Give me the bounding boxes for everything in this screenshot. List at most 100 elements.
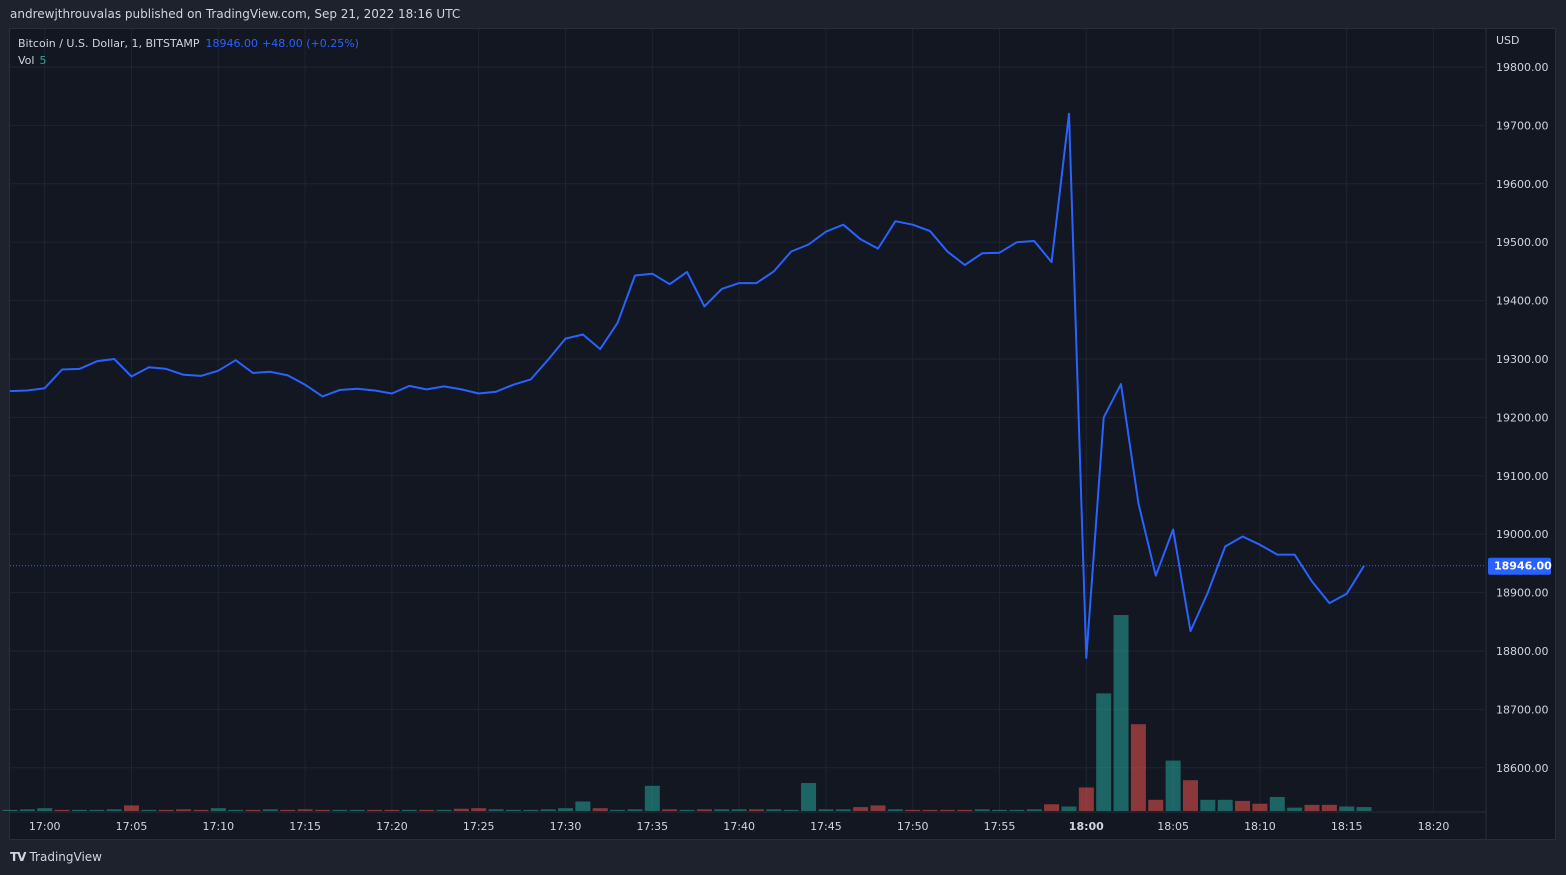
volume-bar [714,809,730,811]
volume-label[interactable]: Vol [18,54,35,67]
volume-bar [1235,800,1251,811]
tradingview-logo-icon: TV [10,850,27,864]
volume-bar [766,809,782,811]
time-tick-label: 17:45 [810,820,842,833]
last-price-tag: 18946.00 [1488,557,1552,575]
time-tick-label: 17:10 [202,820,234,833]
volume-bar [436,809,452,811]
volume-bar [54,809,70,811]
volume-bar [89,809,105,811]
volume-bar [523,809,539,811]
price-tick-label: 18600.00 [1496,762,1549,775]
volume-bar [1009,809,1025,811]
time-tick-label: 18:20 [1418,820,1450,833]
time-tick-label: 17:55 [984,820,1016,833]
volume-bar [245,809,261,811]
volume-bar [367,809,383,811]
grid-lines [10,29,1487,840]
volume-bar [314,809,330,811]
volume-bar [540,809,556,811]
volume-bar [505,809,521,811]
volume-bar [349,809,365,811]
currency-label[interactable]: USD [1496,34,1520,47]
volume-row[interactable]: Vol 5 [18,52,359,69]
price-tick-label: 18900.00 [1496,587,1549,600]
time-tick-label: 17:20 [376,820,408,833]
volume-bar [748,809,764,811]
volume-bar [870,805,886,811]
price-tick-label: 19300.00 [1496,353,1549,366]
footer-bar [0,841,1566,875]
volume-bar [662,809,678,811]
time-tick-label: 17:25 [463,820,495,833]
volume-bar [1200,799,1216,811]
volume-bar [1217,799,1233,811]
volume-bar [71,809,87,811]
volume-bar [974,809,990,811]
price-line [9,112,1365,659]
price-tick-label: 19400.00 [1496,295,1549,308]
time-tick-label: 17:05 [116,820,148,833]
price-tick-label: 18700.00 [1496,703,1549,716]
time-tick-label: 17:00 [29,820,61,833]
volume-bar [853,807,869,811]
volume-bar [696,809,712,811]
volume-bar [37,808,53,811]
volume-bar [332,809,348,811]
time-tick-label: 17:40 [723,820,755,833]
symbol-row[interactable]: Bitcoin / U.S. Dollar, 1, BITSTAMP 18946.… [18,35,359,52]
volume-bar [679,809,695,811]
volume-bar [1113,615,1129,811]
volume-bar [939,809,955,811]
volume-bar [262,809,278,811]
price-axis[interactable]: 19800.00 19700.00 19600.00 19500.00 19400.00… [1496,61,1549,775]
volume-bar [384,809,400,811]
volume-bar [575,801,591,811]
volume-bar [297,809,313,811]
symbol-name[interactable]: Bitcoin / U.S. Dollar, 1, BITSTAMP [18,37,200,50]
last-price-tag-label: 18946.00 [1494,560,1552,573]
volume-bar [1165,760,1181,811]
volume-bar [2,809,18,811]
publish-info: andrewjthrouvalas published on TradingVi… [10,7,461,21]
volume-bar [992,809,1008,811]
volume-bar [19,809,35,811]
price-tick-label: 19700.00 [1496,119,1549,132]
volume-bar [1148,799,1164,811]
price-change: +48.00 (+0.25%) [262,37,359,50]
time-tick-label: 17:50 [897,820,929,833]
tradingview-brand[interactable]: TV TradingView [10,850,102,864]
price-tick-label: 19100.00 [1496,470,1549,483]
chart-pane[interactable] [9,28,1556,840]
volume-bar [905,809,921,811]
volume-bars [2,615,1372,811]
volume-bar [1078,787,1094,811]
volume-bar [488,809,504,811]
volume-bar [228,809,244,811]
volume-bar [1182,780,1198,811]
volume-bar [1356,807,1372,811]
time-tick-label: 18:05 [1157,820,1189,833]
volume-bar [1061,806,1077,811]
price-tick-label: 19000.00 [1496,528,1549,541]
volume-bar [610,809,626,811]
volume-bar [1304,804,1320,811]
volume-bar [731,809,747,811]
volume-bar [176,809,192,811]
publish-bar: andrewjthrouvalas published on TradingVi… [0,0,1566,28]
time-tick-label: 17:15 [289,820,321,833]
volume-bar [887,809,903,811]
volume-bar [419,809,435,811]
volume-bar [124,805,140,811]
time-axis[interactable]: 17:00 17:05 17:10 17:15 17:20 17:25 17:30 17:35… [29,820,1450,833]
volume-bar [592,808,608,811]
volume-bar [1130,724,1146,811]
volume-bar [835,809,851,811]
volume-bar [957,809,973,811]
price-tick-label: 19200.00 [1496,411,1549,424]
volume-bar [1287,807,1303,811]
volume-bar [558,808,574,811]
volume-bar [453,808,469,811]
volume-bar [158,809,174,811]
